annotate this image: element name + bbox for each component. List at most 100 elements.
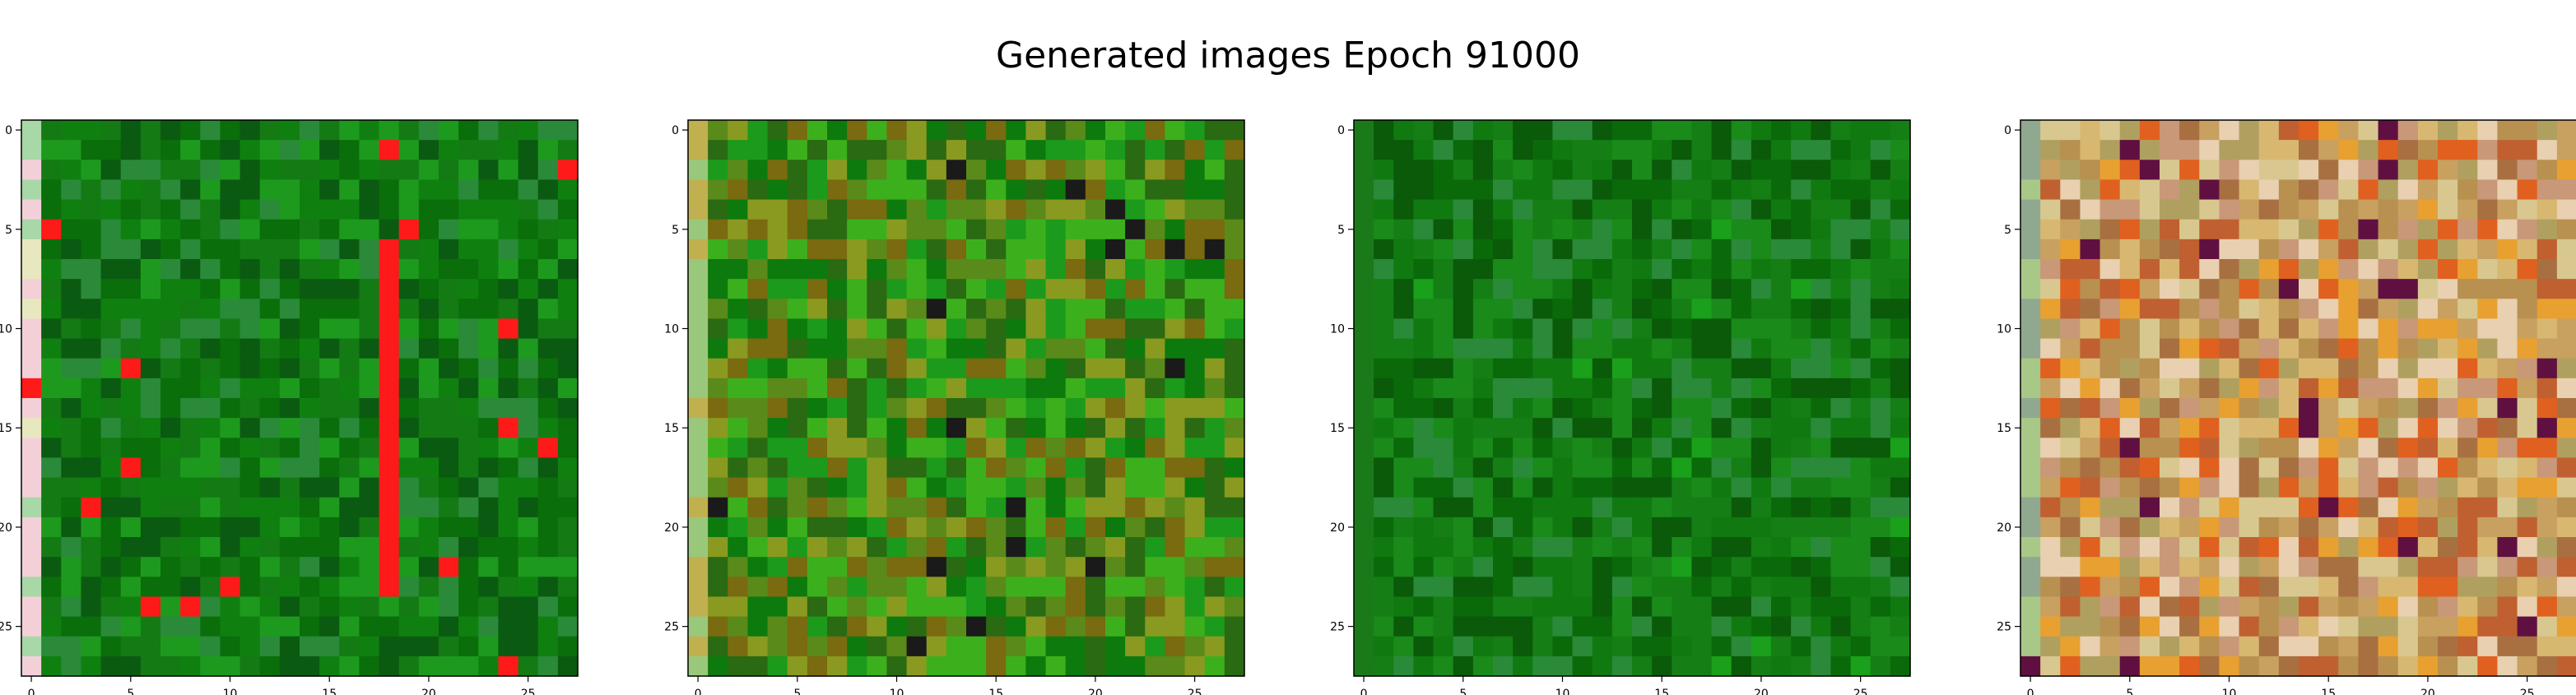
image-pixel bbox=[2338, 438, 2360, 459]
image-pixel bbox=[1006, 378, 1027, 399]
image-pixel bbox=[2239, 517, 2260, 538]
image-pixel bbox=[120, 179, 142, 201]
image-pixel bbox=[926, 596, 947, 618]
image-pixel bbox=[1791, 577, 1811, 598]
image-pixel bbox=[220, 636, 241, 657]
image-pixel bbox=[2556, 299, 2576, 320]
image-pixel bbox=[1354, 438, 1374, 459]
image-pixel bbox=[200, 656, 221, 677]
image-pixel bbox=[557, 259, 579, 280]
image-pixel bbox=[708, 418, 728, 438]
x-tick-label: 0 bbox=[2027, 688, 2034, 695]
image-pixel bbox=[926, 120, 947, 141]
image-pixel bbox=[21, 120, 42, 141]
image-pixel bbox=[2080, 219, 2101, 240]
image-pixel bbox=[2179, 477, 2200, 498]
image-pixel bbox=[1025, 299, 1047, 320]
image-pixel bbox=[1870, 517, 1891, 538]
image-pixel bbox=[747, 398, 769, 419]
image-pixel bbox=[2080, 239, 2101, 260]
image-pixel bbox=[2160, 557, 2180, 577]
image-pixel bbox=[2338, 517, 2360, 538]
x-tick-label: 15 bbox=[1654, 688, 1669, 695]
image-pixel bbox=[1611, 457, 1633, 479]
image-pixel bbox=[41, 239, 62, 260]
image-pixel bbox=[1751, 299, 1772, 320]
image-pixel bbox=[1025, 219, 1047, 240]
image-pixel bbox=[1433, 199, 1454, 220]
image-pixel bbox=[339, 199, 360, 220]
image-pixel bbox=[1672, 239, 1693, 260]
image-pixel bbox=[537, 537, 559, 558]
image-pixel bbox=[1184, 299, 1206, 320]
image-pixel bbox=[1433, 179, 1454, 201]
image-pixel bbox=[557, 418, 579, 438]
image-pixel bbox=[1611, 239, 1633, 260]
image-pixel bbox=[1811, 259, 1832, 280]
image-pixel bbox=[1354, 358, 1374, 379]
image-pixel bbox=[2060, 318, 2081, 340]
image-pixel bbox=[1652, 398, 1672, 419]
image-pixel bbox=[160, 616, 181, 637]
image-pixel bbox=[827, 239, 848, 260]
image-pixel bbox=[2179, 318, 2200, 340]
image-pixel bbox=[787, 656, 808, 677]
image-pixel bbox=[120, 318, 142, 340]
image-pixel bbox=[1652, 259, 1672, 280]
image-pixel bbox=[1711, 557, 1732, 577]
image-pixel bbox=[259, 398, 281, 419]
image-pixel bbox=[2417, 497, 2439, 518]
image-pixel bbox=[1711, 398, 1732, 419]
image-pixel bbox=[1105, 279, 1126, 299]
image-pixel bbox=[1870, 318, 1891, 340]
image-pixel bbox=[2358, 497, 2379, 518]
image-pixel bbox=[926, 378, 947, 399]
image-pixel bbox=[1811, 517, 1832, 538]
image-pixel bbox=[1045, 497, 1067, 518]
image-pixel bbox=[1611, 537, 1633, 558]
image-pixel bbox=[2477, 517, 2499, 538]
image-pixel bbox=[359, 636, 380, 657]
image-pixel bbox=[926, 577, 947, 598]
image-pixel bbox=[537, 239, 559, 260]
image-pixel bbox=[1065, 656, 1086, 677]
image-pixel bbox=[2219, 636, 2240, 657]
image-pixel bbox=[359, 577, 380, 598]
image-pixel bbox=[946, 239, 967, 260]
image-pixel bbox=[300, 160, 320, 181]
image-pixel bbox=[1374, 497, 1394, 518]
image-pixel bbox=[1354, 418, 1374, 438]
image-pixel bbox=[319, 199, 340, 220]
image-pixel bbox=[847, 557, 867, 577]
y-tick-label: 20 bbox=[1330, 521, 1345, 535]
image-pixel bbox=[1393, 160, 1415, 181]
image-pixel bbox=[1493, 378, 1514, 399]
image-pixel bbox=[728, 179, 749, 201]
image-pixel bbox=[827, 517, 848, 538]
image-pixel bbox=[379, 656, 400, 677]
image-pixel bbox=[2338, 418, 2360, 438]
image-pixel bbox=[1204, 358, 1225, 379]
image-pixel bbox=[1850, 338, 1872, 359]
image-pixel bbox=[2219, 537, 2240, 558]
image-pixel bbox=[1751, 537, 1772, 558]
image-pixel bbox=[1085, 636, 1106, 657]
image-pixel bbox=[688, 299, 709, 320]
image-pixel bbox=[140, 477, 161, 498]
image-pixel bbox=[458, 199, 479, 220]
image-pixel bbox=[2139, 656, 2160, 677]
image-pixel bbox=[2358, 318, 2379, 340]
image-pixel bbox=[787, 378, 808, 399]
image-pixel bbox=[41, 616, 62, 637]
image-pixel bbox=[1413, 120, 1434, 141]
image-pixel bbox=[398, 596, 420, 618]
image-pixel bbox=[2179, 239, 2200, 260]
image-pixel bbox=[2438, 219, 2458, 240]
image-pixel bbox=[867, 537, 888, 558]
image-pixel bbox=[279, 160, 300, 181]
image-pixel bbox=[339, 140, 360, 160]
image-pixel bbox=[2517, 318, 2538, 340]
image-pixel bbox=[2477, 636, 2499, 657]
image-pixel bbox=[2517, 557, 2538, 577]
image-pixel bbox=[1453, 656, 1474, 677]
